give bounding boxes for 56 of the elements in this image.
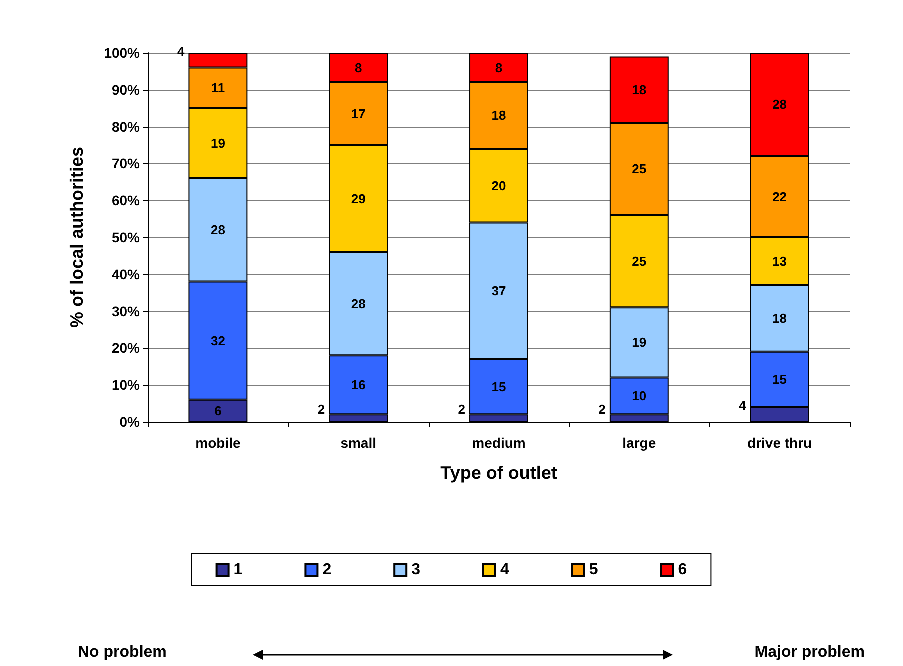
data-label: 18: [772, 311, 788, 326]
y-tick-label: 10%: [112, 377, 141, 394]
legend-label: 3: [412, 562, 421, 578]
data-label: 28: [351, 296, 366, 312]
y-tick-label: 100%: [104, 45, 141, 61]
data-label: 19: [632, 335, 647, 350]
y-tick-label: 50%: [112, 230, 141, 246]
data-label: 25: [632, 254, 647, 269]
data-label: 20: [492, 178, 506, 194]
y-tick-label: 80%: [112, 118, 141, 135]
data-label: 15: [492, 379, 506, 394]
data-label: 15: [772, 372, 788, 388]
text: No problem: [78, 644, 167, 662]
y-tick-label: 40%: [112, 266, 141, 282]
y-tick-label: 90%: [112, 82, 141, 98]
data-label: 28: [772, 97, 788, 112]
x-tick-label: small: [340, 435, 377, 451]
legend-label: 6: [678, 562, 688, 578]
x-tick-label: drive thru: [748, 435, 812, 451]
data-label: 17: [351, 106, 366, 122]
data-label: 18: [492, 108, 506, 124]
data-label: 10: [632, 388, 647, 404]
y-tick-label: 70%: [112, 156, 141, 172]
y-tick-label: 0%: [120, 414, 141, 430]
y-tick-label: 60%: [112, 192, 141, 209]
data-label: 13: [772, 254, 788, 269]
data-label: 29: [351, 191, 366, 206]
text: Major problem: [754, 644, 865, 662]
data-label: 2: [318, 402, 326, 417]
data-label: 25: [632, 162, 647, 177]
data-label: 32: [210, 333, 226, 348]
data-label: 8: [354, 60, 362, 76]
data-label: 4: [177, 44, 186, 59]
legend-label: 5: [589, 562, 598, 578]
data-label: 6: [214, 403, 222, 418]
data-label: 11: [211, 80, 226, 96]
data-label: 28: [210, 222, 226, 238]
data-label: 19: [210, 136, 226, 151]
data-label: 8: [495, 60, 503, 76]
legend-label: 4: [500, 562, 510, 578]
x-tick-label: mobile: [196, 435, 241, 451]
data-label: 2: [598, 402, 606, 417]
y-tick-label: 20%: [112, 340, 141, 356]
data-label: 18: [632, 82, 647, 98]
x-tick-label: medium: [472, 435, 526, 451]
data-label: 22: [772, 189, 788, 204]
legend-label: 1: [234, 562, 243, 578]
legend-label: 2: [322, 562, 332, 578]
data-label: 16: [351, 378, 366, 393]
data-label: 2: [458, 402, 466, 417]
y-axis-title: % of local authorities: [67, 146, 87, 328]
data-label: 37: [492, 284, 506, 299]
x-axis-title: Type of outlet: [440, 463, 558, 483]
data-label: 4: [739, 398, 748, 414]
y-tick-label: 30%: [112, 303, 141, 320]
x-tick-label: large: [622, 435, 656, 451]
